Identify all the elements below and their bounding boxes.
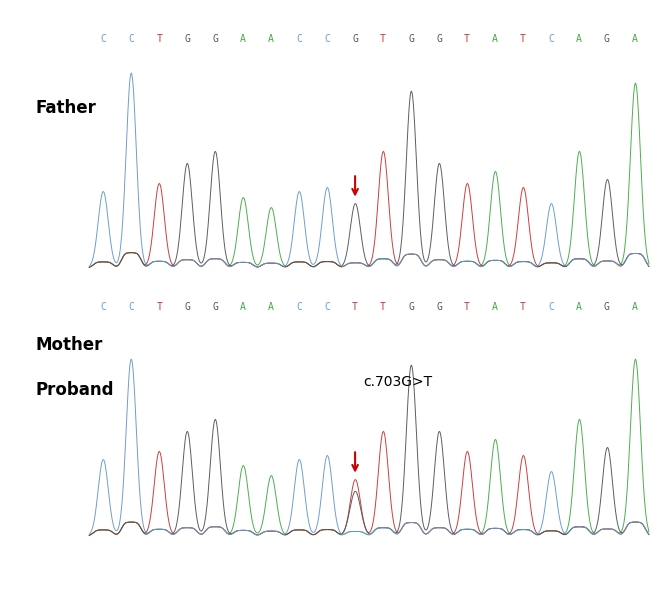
Text: A: A [492, 303, 498, 312]
Text: A: A [492, 35, 498, 44]
Text: T: T [156, 303, 162, 312]
Text: Proband: Proband [36, 380, 114, 399]
Text: G: G [604, 35, 610, 44]
Text: G: G [408, 35, 414, 44]
Text: C: C [100, 35, 106, 44]
Text: C: C [324, 35, 330, 44]
Text: C: C [128, 35, 134, 44]
Text: T: T [520, 303, 526, 312]
Text: G: G [352, 35, 358, 44]
Text: C: C [296, 303, 302, 312]
Text: G: G [212, 35, 218, 44]
Text: G: G [436, 35, 442, 44]
Text: A: A [576, 35, 582, 44]
Text: G: G [184, 303, 190, 312]
Text: A: A [240, 303, 246, 312]
Text: C: C [128, 303, 134, 312]
Text: T: T [352, 303, 358, 312]
Text: T: T [464, 303, 470, 312]
Text: G: G [436, 303, 442, 312]
Text: Father: Father [36, 100, 96, 117]
Text: C: C [548, 35, 554, 44]
Text: A: A [240, 35, 246, 44]
Text: T: T [464, 35, 470, 44]
Text: G: G [212, 303, 218, 312]
Text: C: C [100, 303, 106, 312]
Text: A: A [632, 35, 638, 44]
Text: T: T [156, 35, 162, 44]
Text: c.703G>T: c.703G>T [364, 375, 433, 389]
Text: T: T [380, 303, 386, 312]
Text: A: A [268, 303, 274, 312]
Text: T: T [520, 35, 526, 44]
Text: G: G [408, 303, 414, 312]
Text: C: C [324, 303, 330, 312]
Text: Mother: Mother [36, 336, 103, 354]
Text: A: A [632, 303, 638, 312]
Text: C: C [296, 35, 302, 44]
Text: T: T [380, 35, 386, 44]
Text: A: A [268, 35, 274, 44]
Text: A: A [576, 303, 582, 312]
Text: C: C [548, 303, 554, 312]
Text: G: G [604, 303, 610, 312]
Text: G: G [184, 35, 190, 44]
